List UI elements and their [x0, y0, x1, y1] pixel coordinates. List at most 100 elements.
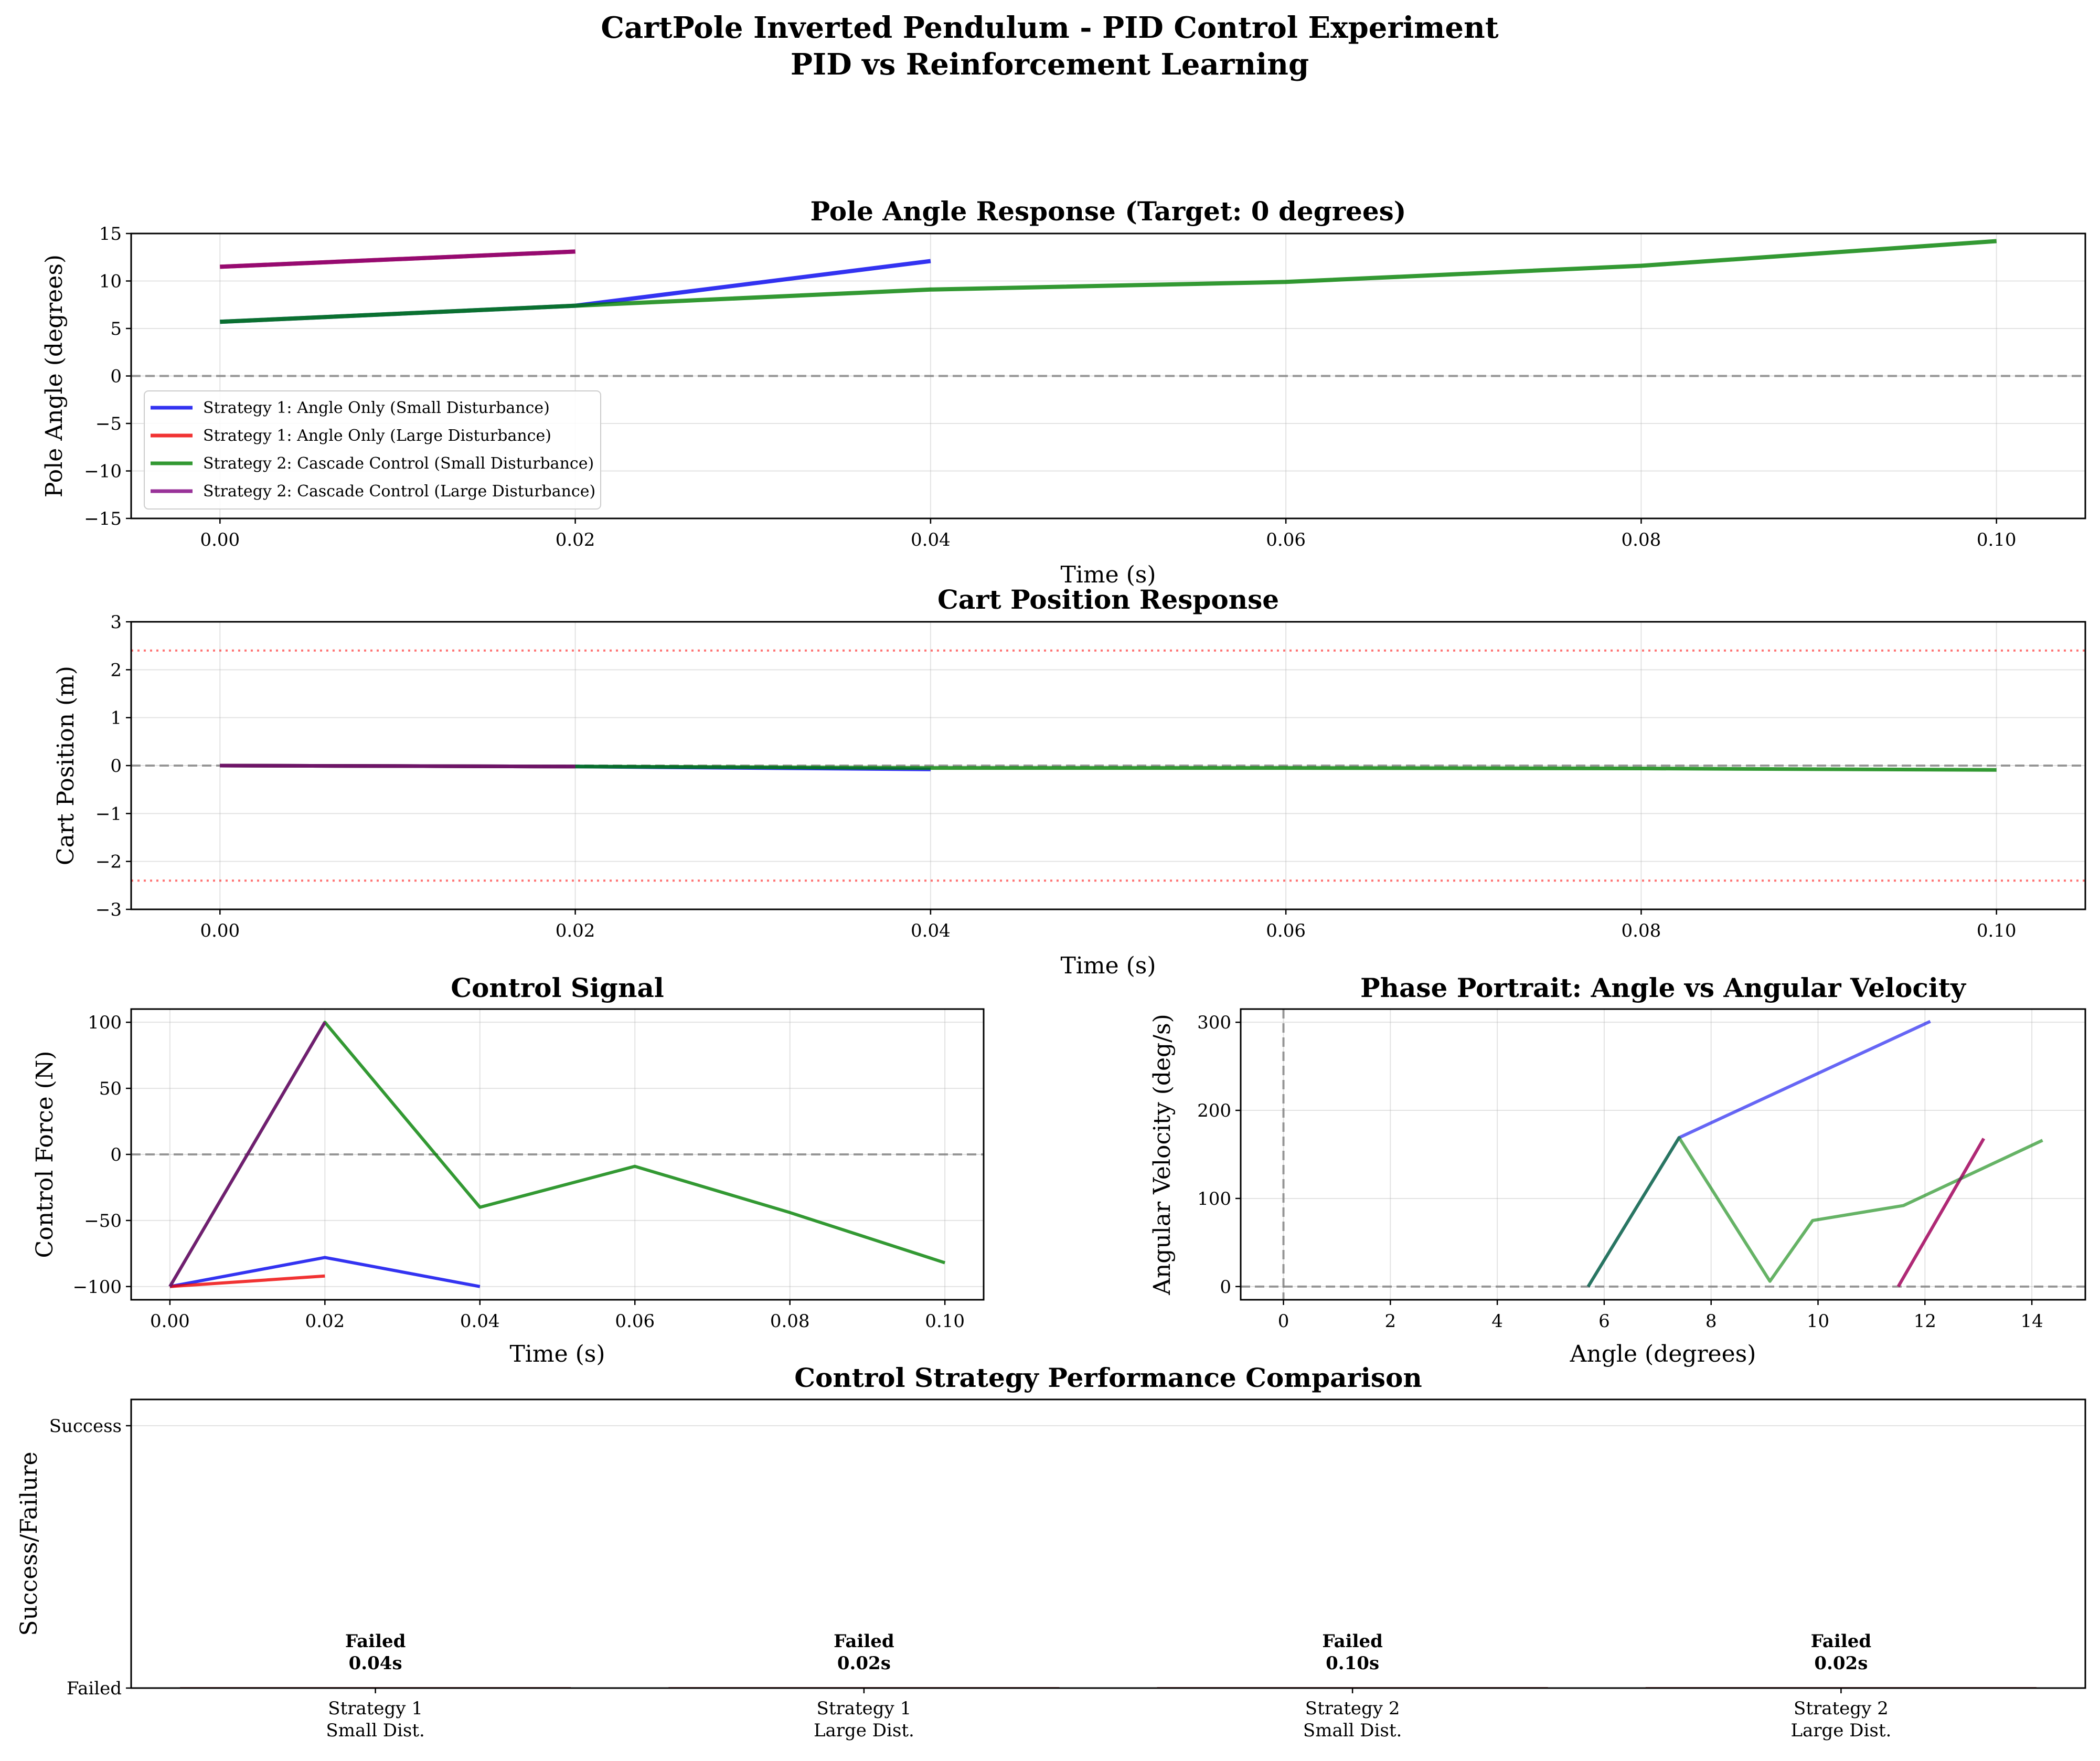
- series-line-1: [1586, 1020, 1931, 1288]
- category-label-line-1: Strategy 2: [1305, 1698, 1400, 1719]
- y-tick-label: −10: [84, 461, 122, 482]
- category-label-line-2: Large Dist.: [1790, 1720, 1891, 1741]
- axes-frame: [130, 621, 2086, 910]
- control-signal-panel: Control Signal 0.00 0.02 0.04 0.06 0.08 0.10 −1…: [31, 972, 985, 1367]
- y-tick-label: 0: [110, 756, 122, 777]
- x-tick-label: 0.00: [150, 1311, 190, 1332]
- legend: Strategy 1: Angle Only (Small Disturbanc…: [144, 390, 601, 510]
- angle-y-axis-label: Pole Angle (degrees): [41, 254, 68, 497]
- performance-comparison-panel: Control Strategy Performance Comparison F…: [16, 1362, 2086, 1741]
- y-tick-label: Failed: [67, 1678, 122, 1699]
- control-title: Control Signal: [451, 972, 664, 1003]
- y-tick-label: 3: [110, 612, 122, 633]
- legend-entry-2: Strategy 1: Angle Only (Large Disturbanc…: [203, 427, 551, 445]
- x-tick-label: 0.06: [615, 1311, 655, 1332]
- x-tick-label: 10: [1807, 1311, 1829, 1332]
- x-tick-label: 14: [2020, 1311, 2043, 1332]
- bar-duration-label: 0.10s: [1326, 1653, 1379, 1674]
- bar-duration-label: 0.02s: [837, 1653, 891, 1674]
- y-tick-label: 0: [110, 366, 122, 387]
- cart-position-panel: Cart Position Response 0.00 0.02 0.04 0.06 0.…: [52, 584, 2086, 979]
- x-tick-label: 0.04: [460, 1311, 500, 1332]
- y-tick-label: 100: [1197, 1189, 1231, 1210]
- phase-title: Phase Portrait: Angle vs Angular Velocit…: [1360, 972, 1967, 1003]
- x-tick-label: 0.04: [911, 920, 951, 941]
- y-tick-label: 15: [99, 224, 122, 245]
- angle-title: Pole Angle Response (Target: 0 degrees): [811, 196, 1406, 227]
- x-tick-label: 2: [1384, 1311, 1396, 1332]
- series-line-2: [169, 1274, 325, 1288]
- series-line-4: [168, 1021, 326, 1288]
- figure-title-line-1: CartPole Inverted Pendulum - PID Control…: [601, 10, 1498, 45]
- performance-y-axis-label: Success/Failure: [16, 1451, 42, 1636]
- performance-title: Control Strategy Performance Comparison: [794, 1362, 1422, 1393]
- bar-status-label: Failed: [1322, 1631, 1383, 1652]
- legend-entry-3: Strategy 2: Cascade Control (Small Distu…: [203, 454, 594, 473]
- control-x-axis-label: Time (s): [509, 1341, 605, 1367]
- angle-x-axis-label: Time (s): [1060, 561, 1156, 588]
- legend-entry-4: Strategy 2: Cascade Control (Large Distu…: [203, 482, 595, 501]
- category-label-line-1: Strategy 1: [817, 1698, 912, 1719]
- phase-portrait-panel: Phase Portrait: Angle vs Angular Velocit…: [1149, 972, 2086, 1367]
- x-tick-label: 0.10: [1977, 529, 2017, 550]
- cart-title: Cart Position Response: [937, 584, 1279, 615]
- y-tick-label: 5: [110, 319, 122, 340]
- x-tick-label: 0.10: [1977, 920, 2017, 941]
- y-tick-label: 200: [1197, 1100, 1231, 1121]
- y-tick-label: 1: [110, 708, 122, 729]
- y-tick-label: 100: [88, 1012, 122, 1033]
- y-tick-label: 50: [99, 1078, 122, 1099]
- category-label-line-2: Large Dist.: [814, 1720, 914, 1741]
- category-label-line-2: Small Dist.: [326, 1720, 424, 1741]
- x-tick-label: 6: [1598, 1311, 1610, 1332]
- bar-status-label: Failed: [834, 1631, 894, 1652]
- y-tick-label: −3: [95, 899, 122, 920]
- y-tick-label: 10: [99, 271, 122, 292]
- category-label-line-2: Small Dist.: [1303, 1720, 1402, 1741]
- x-tick-label: 0.02: [556, 920, 595, 941]
- bar-duration-label: 0.04s: [349, 1653, 402, 1674]
- x-tick-label: 0.10: [925, 1311, 965, 1332]
- x-tick-label: 0.08: [1622, 529, 1661, 550]
- y-tick-label: 0: [1220, 1277, 1231, 1298]
- bar-duration-label: 0.02s: [1814, 1653, 1868, 1674]
- category-label-line-1: Strategy 1: [328, 1698, 423, 1719]
- phase-y-axis-label: Angular Velocity (deg/s): [1149, 1014, 1176, 1296]
- y-tick-label: −50: [84, 1211, 122, 1232]
- y-tick-label: −5: [95, 413, 122, 434]
- legend-entry-1: Strategy 1: Angle Only (Small Disturbanc…: [203, 399, 550, 417]
- axes-frame: [1240, 1008, 2086, 1301]
- pole-angle-panel: Pole Angle Response (Target: 0 degrees) 0…: [41, 196, 2086, 588]
- x-tick-label: 12: [1914, 1311, 1936, 1332]
- x-tick-label: 0.06: [1266, 920, 1306, 941]
- x-tick-label: 0: [1278, 1311, 1289, 1332]
- y-tick-label: Success: [49, 1416, 122, 1437]
- x-tick-label: 0.00: [200, 920, 240, 941]
- y-tick-label: 0: [110, 1144, 122, 1165]
- cart-y-axis-label: Cart Position (m): [52, 666, 79, 865]
- x-tick-label: 0.02: [305, 1311, 345, 1332]
- y-tick-label: −100: [73, 1277, 122, 1298]
- cart-x-axis-label: Time (s): [1060, 952, 1156, 979]
- x-tick-label: 0.04: [911, 529, 951, 550]
- axes-frame: [130, 232, 2086, 519]
- x-tick-label: 0.00: [200, 529, 240, 550]
- x-tick-label: 4: [1491, 1311, 1503, 1332]
- x-tick-label: 0.02: [556, 529, 595, 550]
- y-tick-label: −2: [95, 852, 122, 873]
- series-line-4: [220, 763, 575, 769]
- axes-frame: [130, 1398, 2086, 1689]
- legend-box: [144, 390, 601, 510]
- series-line-1: [169, 1256, 481, 1288]
- bar-status-label: Failed: [1811, 1631, 1872, 1652]
- x-tick-label: 0.08: [1622, 920, 1661, 941]
- x-tick-label: 0.06: [1266, 529, 1306, 550]
- series-line-3: [220, 239, 1997, 324]
- series-line-4: [220, 249, 575, 269]
- axes-frame: [130, 1008, 985, 1301]
- y-tick-label: −15: [84, 508, 122, 529]
- x-tick-label: 0.08: [770, 1311, 810, 1332]
- series-line-4: [1896, 1138, 1985, 1288]
- y-tick-label: 300: [1197, 1012, 1231, 1033]
